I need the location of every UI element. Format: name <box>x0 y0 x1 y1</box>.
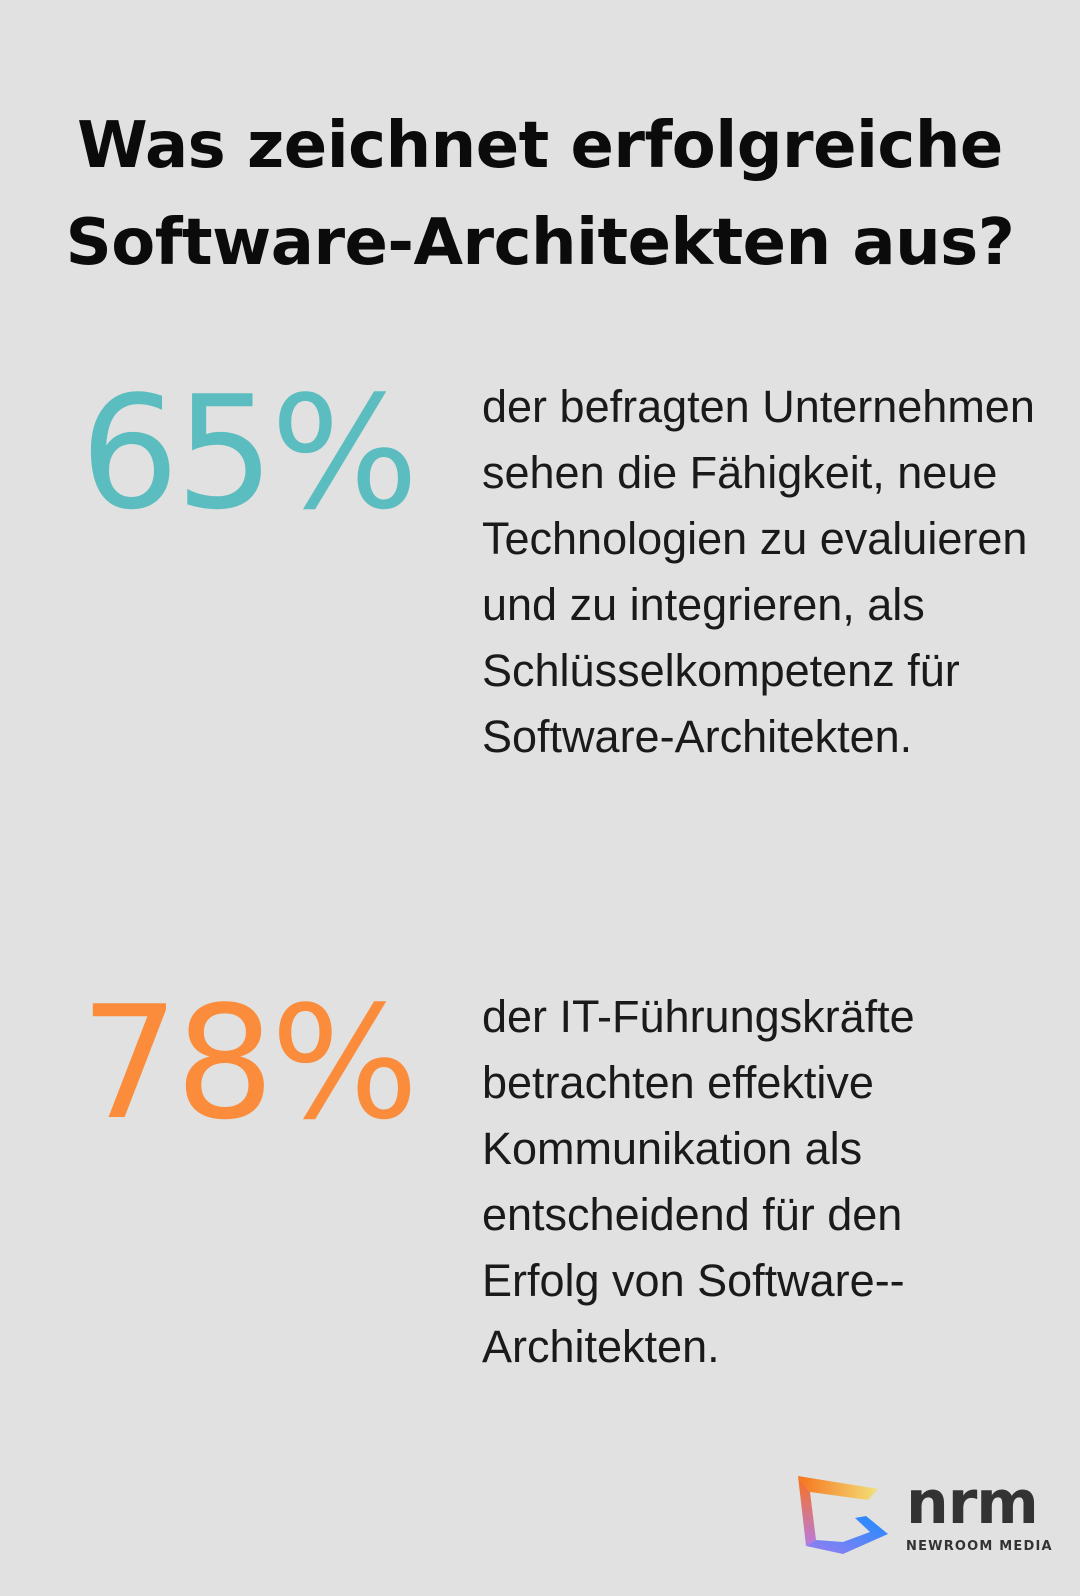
stat-text-1: der befragten Unternehmen sehen die Fähi… <box>482 381 1035 762</box>
title-line-1: Was zeichnet erfolgreiche <box>77 109 1003 183</box>
stat-value-1: 65% <box>80 362 419 544</box>
newroom-media-logo-icon <box>798 1476 888 1554</box>
stat-value-2: 78% <box>80 972 419 1154</box>
logo-wordmark: nrm <box>906 1468 1039 1538</box>
page-title: Was zeichnet erfolgreiche Software-Archi… <box>0 98 1080 292</box>
stat-text-2: der IT-Führungskräfte betrachten effekti… <box>482 991 915 1372</box>
logo-subtitle: NEWROOM MEDIA <box>906 1539 1053 1554</box>
title-line-2: Software-Architekten aus? <box>65 206 1015 280</box>
